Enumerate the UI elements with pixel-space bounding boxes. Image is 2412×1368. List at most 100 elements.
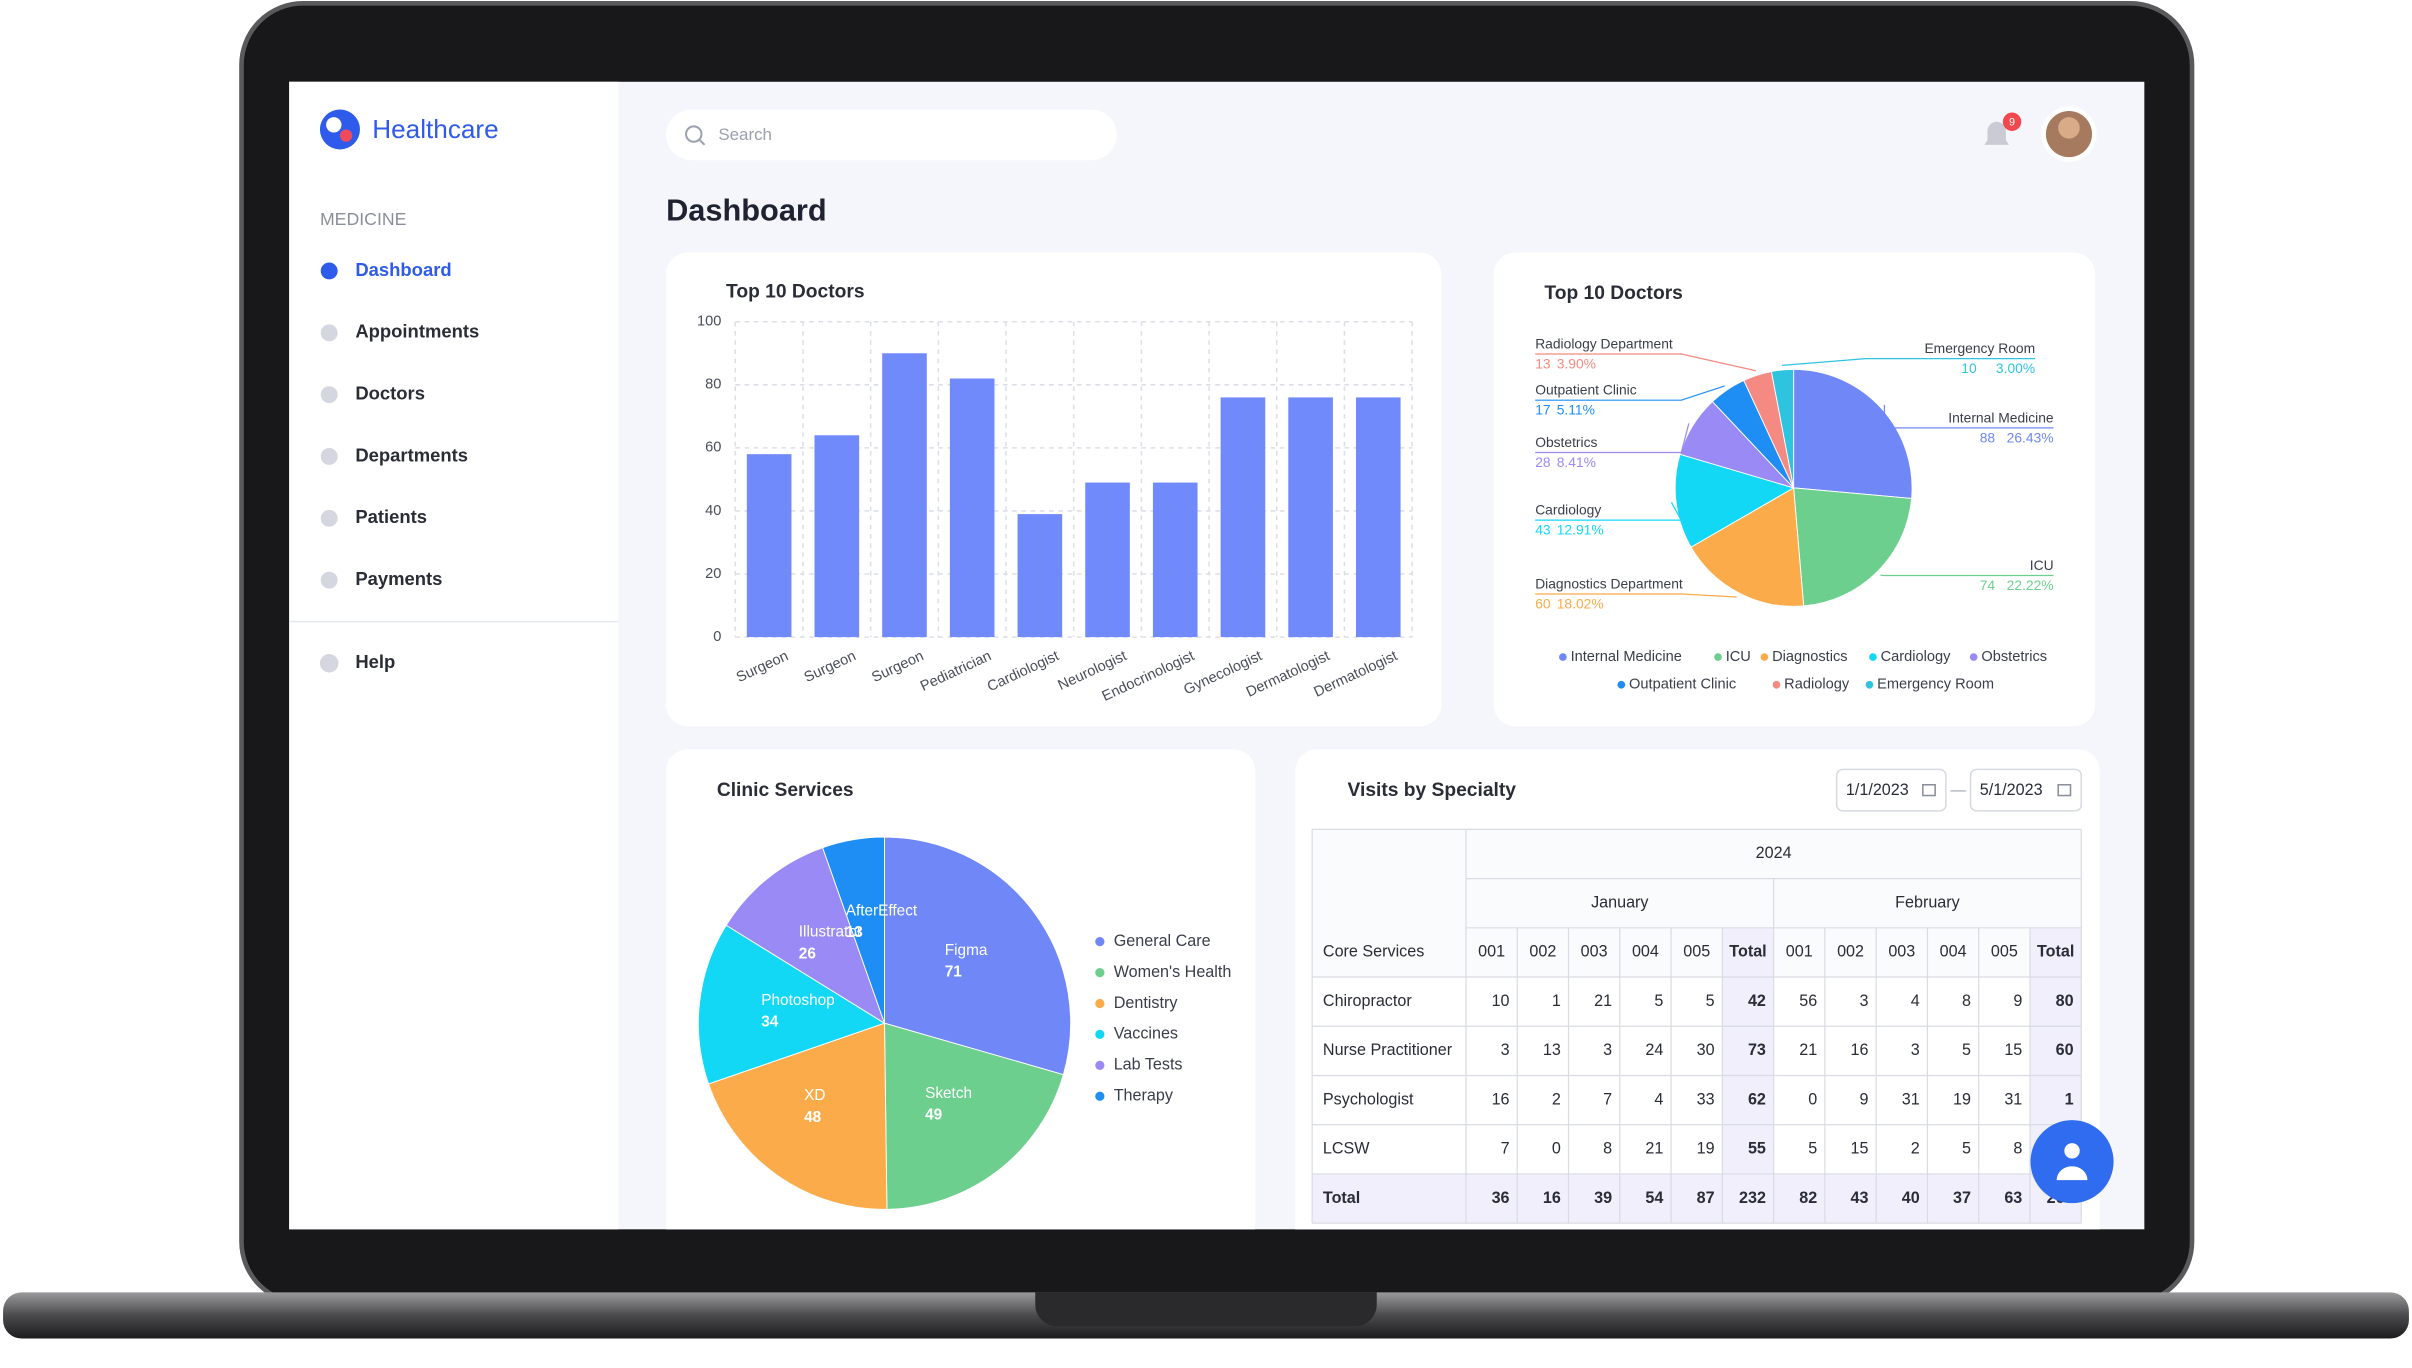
slice-value: 48 (804, 1109, 822, 1126)
legend-marker (1760, 653, 1769, 661)
bar (1152, 482, 1198, 638)
cell: 82 (1799, 1189, 1817, 1207)
chart-title: Top 10 Doctors (1544, 283, 1682, 304)
fab[interactable] (2030, 1120, 2114, 1204)
cell: 8 (1603, 1140, 1612, 1158)
cell: 63 (2004, 1189, 2022, 1207)
section-label: MEDICINE (320, 209, 407, 229)
column-header: 004 (1940, 943, 1967, 961)
legend-marker (1095, 937, 1105, 947)
cell: 87 (1697, 1189, 1715, 1207)
cell: 16 (1851, 1041, 1869, 1059)
cell: 2 (1911, 1140, 1920, 1158)
column-header: 005 (1991, 943, 2018, 961)
cell: 9 (1859, 1090, 1868, 1108)
help-icon (319, 654, 339, 673)
avatar-face (2058, 117, 2080, 139)
cell: 232 (1739, 1189, 1766, 1207)
menu-item[interactable]: Appointments (320, 321, 480, 342)
callout-label: Emergency Room (1924, 340, 2035, 356)
menu-icon (320, 386, 338, 404)
cell: 10 (1492, 992, 1510, 1010)
cell: 19 (1953, 1090, 1971, 1108)
month-header: January (1591, 893, 1649, 911)
fab-icon (2056, 1166, 2088, 1181)
callout-label: Outpatient Clinic (1535, 382, 1637, 398)
table-title: Visits by Specialty (1348, 780, 1517, 801)
legend-label: Therapy (1114, 1087, 1174, 1105)
cell: 13 (1543, 1041, 1561, 1059)
legend-label: Lab Tests (1114, 1056, 1183, 1074)
cell: 0 (1808, 1090, 1817, 1108)
legend-marker (1617, 680, 1626, 689)
slice-label: Figma (945, 942, 988, 959)
menu-item[interactable]: Payments (320, 568, 443, 589)
slice-label: AfterEffect (846, 903, 918, 920)
pie-slice (884, 836, 1072, 1076)
cell: 40 (1902, 1189, 1920, 1207)
legend-marker (1865, 680, 1874, 689)
y-tick-label: 60 (705, 440, 721, 456)
y-tick-label: 100 (697, 314, 721, 330)
callout-percent: 8.41% (1557, 454, 1596, 470)
menu-item[interactable]: Dashboard (320, 259, 452, 280)
date-from[interactable] (1835, 768, 1947, 812)
cell: 7 (1501, 1140, 1510, 1158)
pie-slice (1690, 487, 1805, 607)
cell: 21 (1645, 1140, 1663, 1158)
cell: 5 (1706, 992, 1715, 1010)
legend-label: Outpatient Clinic (1629, 677, 1736, 693)
menu-icon (320, 448, 338, 465)
column-header: Total (2037, 943, 2074, 961)
cell: 3 (1859, 992, 1868, 1010)
cell: 31 (2004, 1090, 2022, 1108)
callout-value: 74 (1980, 577, 1996, 593)
callout-percent: 18.02% (1557, 595, 1604, 611)
callout-label: Diagnostics Department (1535, 575, 1683, 591)
row-label: Psychologist (1323, 1090, 1414, 1108)
row-label: LCSW (1323, 1140, 1370, 1158)
cell: 5 (1962, 1140, 1971, 1158)
callout-percent: 3.00% (1996, 360, 2035, 376)
help-label: Help (355, 651, 395, 672)
badge (2002, 112, 2022, 131)
cell: 42 (1748, 992, 1766, 1010)
column-header: 002 (1529, 943, 1556, 961)
cell: 54 (1645, 1189, 1663, 1207)
callout-value: 60 (1535, 595, 1551, 611)
cell: 19 (1697, 1140, 1715, 1158)
cell: 7 (1603, 1090, 1612, 1108)
callout-label: Internal Medicine (1948, 409, 2054, 425)
cell: 16 (1492, 1090, 1510, 1108)
cell: 1 (1552, 992, 1561, 1010)
logo-dot (326, 117, 342, 133)
date-to[interactable] (1969, 768, 2083, 812)
month-header: February (1895, 893, 1961, 911)
cell: 0 (1552, 1140, 1561, 1158)
cell: 5 (1808, 1140, 1817, 1158)
legend-label: ICU (1726, 649, 1751, 665)
legend-marker (1772, 680, 1781, 689)
menu-label: Doctors (355, 383, 425, 404)
cell: 3 (1911, 1041, 1920, 1059)
badge-count: 9 (2009, 116, 2015, 128)
menu-label: Departments (355, 444, 468, 465)
legend-label: Diagnostics (1772, 649, 1848, 665)
legend-marker (1559, 653, 1567, 661)
bell[interactable] (1984, 121, 2009, 145)
callout-value: 28 (1535, 454, 1551, 470)
menu-item[interactable]: Departments (320, 444, 468, 465)
cell: 36 (1492, 1189, 1510, 1207)
logo-dot (339, 129, 353, 142)
cell: 33 (1697, 1090, 1715, 1108)
cell: 60 (2056, 1041, 2074, 1059)
menu-item[interactable]: Doctors (320, 383, 425, 404)
cell: 24 (1645, 1041, 1663, 1059)
menu-item[interactable]: Patients (320, 506, 427, 527)
cell: 43 (1851, 1189, 1869, 1207)
help-item[interactable]: Help (319, 651, 395, 673)
search-box[interactable] (666, 109, 1117, 161)
menu-icon (320, 571, 338, 589)
slice-value: 34 (761, 1014, 779, 1031)
legend-marker (1869, 653, 1877, 661)
